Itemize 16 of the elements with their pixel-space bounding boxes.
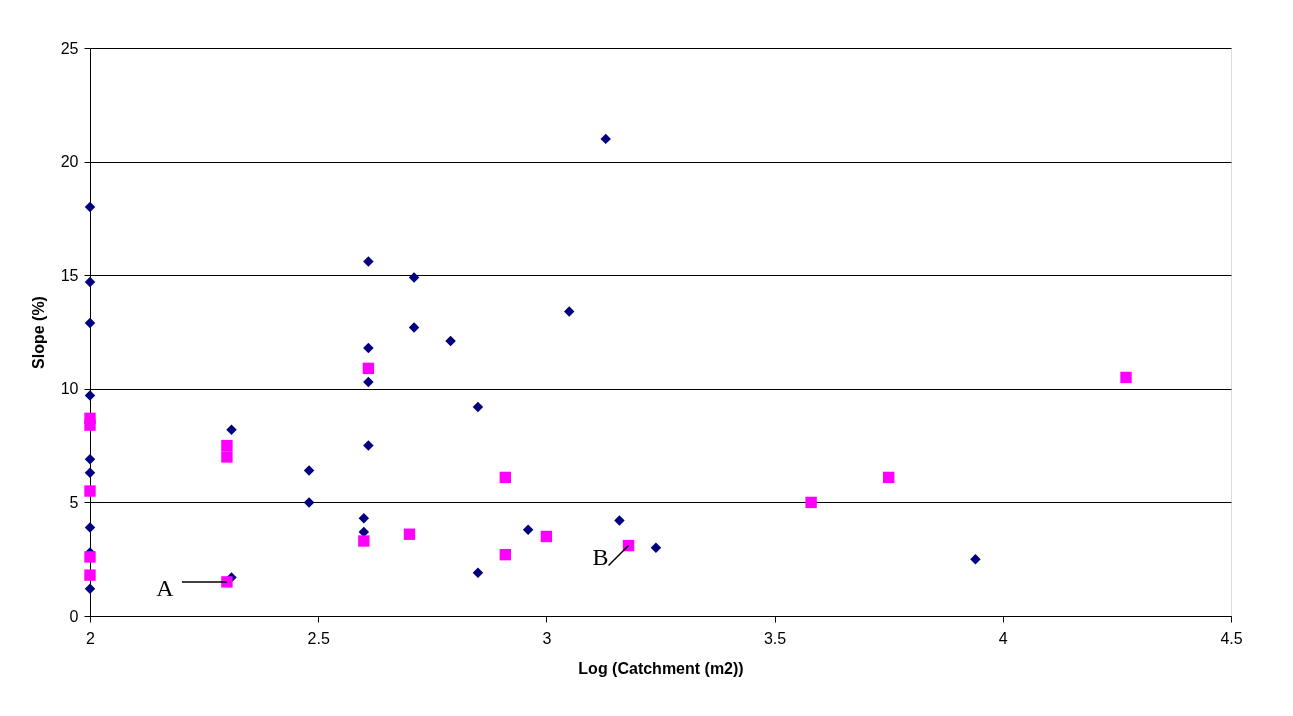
x-tick-label: 2 (86, 629, 96, 647)
x-tick-label: 4.5 (1220, 629, 1243, 647)
y-tick-label: 10 (60, 380, 79, 398)
annotation: B (592, 543, 609, 570)
y-tick-label: 5 (69, 493, 79, 511)
y-axis-title: Slope (%) (29, 296, 47, 369)
annotation: A (156, 574, 175, 601)
y-tick-label: 25 (60, 39, 79, 57)
y-tick-label: 0 (69, 607, 79, 625)
x-tick-label: 4 (998, 629, 1008, 647)
y-tick-label: 20 (60, 153, 79, 171)
x-tick-label: 2.5 (307, 629, 330, 647)
x-tick-label: 3 (542, 629, 552, 647)
x-tick-label: 3.5 (763, 629, 787, 647)
x-axis-title: Log (Catchment (m2)) (578, 659, 744, 677)
y-tick-label: 15 (60, 266, 79, 284)
